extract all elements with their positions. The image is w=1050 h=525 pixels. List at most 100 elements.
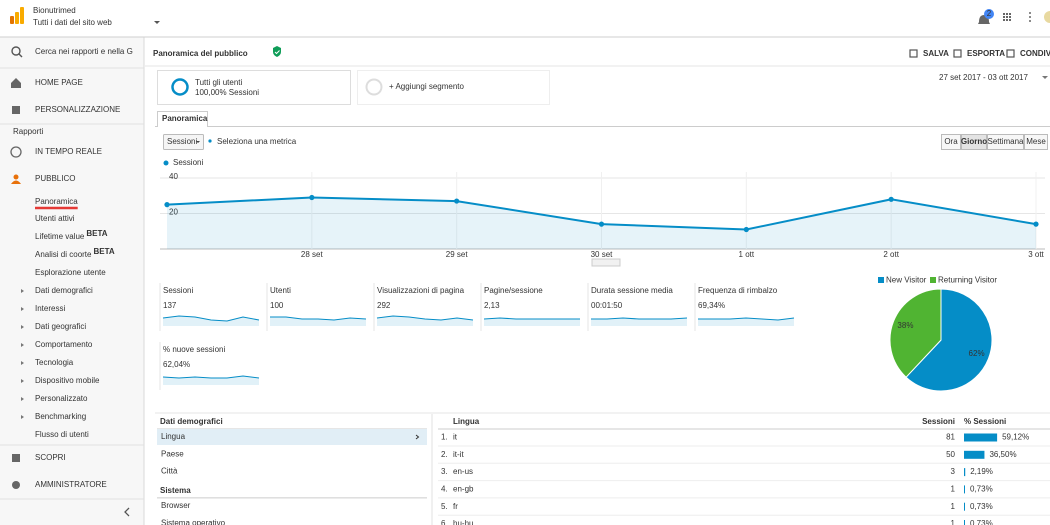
row-rank: 6. bbox=[441, 519, 448, 525]
nav-expander bbox=[21, 379, 24, 383]
row-name[interactable]: hu-hu bbox=[453, 519, 473, 525]
sparkline bbox=[591, 317, 688, 320]
x-tick-label: 1 ott bbox=[739, 250, 755, 259]
legend-swatch bbox=[878, 277, 884, 283]
pie-slice bbox=[889, 288, 942, 378]
granularity-button[interactable] bbox=[941, 134, 961, 150]
property-caret[interactable] bbox=[154, 21, 160, 24]
sparkline bbox=[270, 316, 367, 321]
row-rank: 2. bbox=[441, 450, 448, 459]
tab-label[interactable]: Panoramica bbox=[162, 114, 208, 123]
nav-item[interactable]: Panoramica bbox=[35, 197, 78, 206]
date-range[interactable]: 27 set 2017 - 03 ott 2017 bbox=[939, 73, 1029, 82]
nav-item[interactable]: Dati geografici bbox=[35, 322, 86, 331]
granularity-label[interactable]: Ora bbox=[944, 137, 958, 146]
row-name[interactable]: fr bbox=[453, 502, 458, 511]
chart-resize-handle[interactable] bbox=[591, 258, 621, 267]
metric-select[interactable] bbox=[163, 134, 204, 150]
granularity-button[interactable] bbox=[1024, 134, 1048, 150]
nav-item[interactable]: Dati demografici bbox=[35, 286, 93, 295]
row-name[interactable]: en-gb bbox=[453, 485, 474, 494]
legend-label: Returning Visitor bbox=[938, 276, 997, 285]
nav-item[interactable]: PERSONALIZZAZIONE bbox=[35, 105, 120, 114]
nav-expander bbox=[21, 361, 24, 365]
account-name: Bionutrimed bbox=[33, 6, 76, 15]
add-segment[interactable]: + Aggiungi segmento bbox=[389, 82, 464, 91]
nav-item[interactable]: Analisi di coorte bbox=[35, 250, 92, 259]
metric-value: 100 bbox=[270, 301, 284, 310]
nav-item[interactable]: Interessi bbox=[35, 304, 65, 313]
y-tick-label: 40 bbox=[169, 172, 178, 181]
nav-item[interactable]: HOME PAGE bbox=[35, 78, 83, 87]
metric-label: Frequenza di rimbalzo bbox=[698, 286, 778, 295]
dimension-link[interactable]: Sistema operativo bbox=[161, 518, 226, 525]
nav-item[interactable]: Flusso di utenti bbox=[35, 430, 89, 439]
pct-bar bbox=[964, 433, 998, 442]
nav-item[interactable]: Dispositivo mobile bbox=[35, 376, 100, 385]
nav-item[interactable]: Comportamento bbox=[35, 340, 93, 349]
add-segment-card[interactable] bbox=[357, 70, 550, 105]
action-button[interactable]: SALVA bbox=[923, 49, 949, 58]
point bbox=[598, 221, 605, 227]
apps-icon[interactable] bbox=[1003, 13, 1011, 21]
metric-value: 292 bbox=[377, 301, 391, 310]
row-pct: 0,73% bbox=[970, 519, 993, 525]
segment-card[interactable] bbox=[157, 70, 351, 105]
metric-label: Pagine/sessione bbox=[484, 286, 543, 295]
action-button[interactable]: ESPORTA bbox=[967, 49, 1005, 58]
action-button[interactable]: CONDIVIDI bbox=[1020, 49, 1050, 58]
metric-value: 62,04% bbox=[163, 360, 190, 369]
granularity-label[interactable]: Settimana bbox=[987, 137, 1024, 146]
granularity-label[interactable]: Mese bbox=[1026, 137, 1046, 146]
row-name[interactable]: it bbox=[453, 433, 458, 442]
collapse-button[interactable] bbox=[124, 507, 130, 517]
add-segment-indicator bbox=[365, 78, 383, 96]
nav-item[interactable]: PUBBLICO bbox=[35, 174, 75, 183]
row-sessions: 1 bbox=[951, 485, 956, 494]
notification-badge bbox=[984, 9, 994, 19]
dimension-link[interactable]: Paese bbox=[161, 449, 184, 458]
segment-detail: 100,00% Sessioni bbox=[195, 88, 259, 97]
metric-label: Visualizzazioni di pagina bbox=[377, 286, 465, 295]
row-rank: 4. bbox=[441, 485, 448, 494]
row-name[interactable]: en-us bbox=[453, 467, 473, 476]
nav-icon bbox=[11, 180, 21, 184]
nav-expander bbox=[21, 289, 24, 293]
property-name[interactable]: Tutti i dati del sito web bbox=[33, 18, 112, 27]
nav-icon bbox=[13, 174, 19, 180]
date-caret[interactable] bbox=[1042, 76, 1048, 79]
metric-label: Durata sessione media bbox=[591, 286, 673, 295]
granularity-button[interactable] bbox=[961, 134, 987, 150]
segment-indicator bbox=[171, 78, 189, 96]
dimension-link[interactable]: Lingua bbox=[161, 432, 186, 441]
nav-item[interactable]: SCOPRI bbox=[35, 453, 66, 462]
compare-link[interactable]: Seleziona una metrica bbox=[217, 137, 297, 146]
x-tick-label: 2 ott bbox=[883, 250, 899, 259]
row-name[interactable]: it-it bbox=[453, 450, 464, 459]
metric-select-label[interactable]: Sessioni bbox=[167, 137, 197, 146]
sparkline-area bbox=[484, 318, 580, 326]
nav-item[interactable]: Utenti attivi bbox=[35, 214, 75, 223]
avatar[interactable] bbox=[1044, 11, 1050, 23]
nav-item[interactable]: Benchmarking bbox=[35, 412, 86, 421]
dimension-link[interactable]: Browser bbox=[161, 501, 191, 510]
nav-item[interactable]: AMMINISTRATORE bbox=[35, 480, 107, 489]
nav-item[interactable]: IN TEMPO REALE bbox=[35, 147, 102, 156]
nav-item[interactable]: Lifetime value bbox=[35, 232, 85, 241]
nav-expander bbox=[21, 397, 24, 401]
granularity-button[interactable] bbox=[987, 134, 1024, 150]
nav-item[interactable]: Personalizzato bbox=[35, 394, 88, 403]
row-sessions: 50 bbox=[946, 450, 955, 459]
nav-item[interactable]: Esplorazione utente bbox=[35, 268, 106, 277]
search-icon bbox=[11, 46, 21, 56]
more-icon[interactable] bbox=[1029, 12, 1031, 22]
row-pct: 0,73% bbox=[970, 502, 993, 511]
granularity-label[interactable]: Giorno bbox=[961, 137, 987, 146]
dimension-link[interactable]: Città bbox=[161, 467, 178, 476]
segment-name: Tutti gli utenti bbox=[195, 78, 243, 87]
nav-item[interactable]: Tecnologia bbox=[35, 358, 74, 367]
row-chevron bbox=[415, 434, 420, 440]
column-header: % Sessioni bbox=[964, 417, 1006, 426]
search-box[interactable]: Cerca nei rapporti e nella G bbox=[35, 47, 133, 56]
section-title: Dati demografici bbox=[160, 417, 223, 426]
